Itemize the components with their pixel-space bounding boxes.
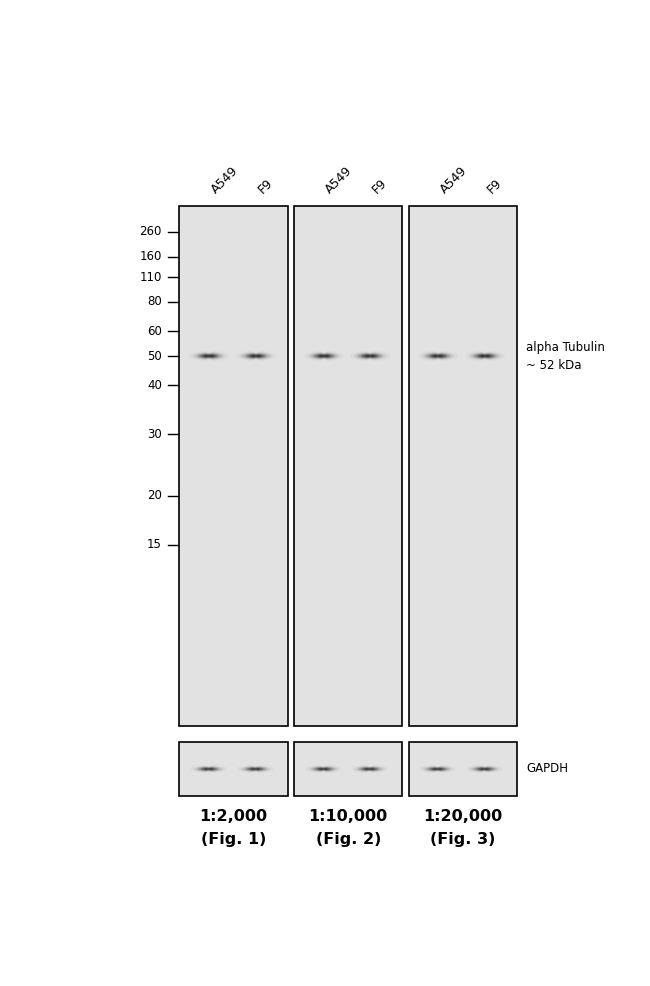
Text: 160: 160 <box>140 250 162 263</box>
Text: A549: A549 <box>209 165 240 196</box>
Text: 15: 15 <box>147 538 162 551</box>
Bar <box>294 742 402 796</box>
Text: 80: 80 <box>147 296 162 309</box>
Text: 60: 60 <box>147 325 162 338</box>
Text: GAPDH: GAPDH <box>526 762 568 775</box>
Text: alpha Tubulin
~ 52 kDa: alpha Tubulin ~ 52 kDa <box>526 341 605 372</box>
Bar <box>179 742 288 796</box>
Bar <box>294 206 402 726</box>
Text: (Fig. 3): (Fig. 3) <box>430 832 495 847</box>
Text: F9: F9 <box>484 176 504 196</box>
Text: (Fig. 2): (Fig. 2) <box>315 832 381 847</box>
Text: 260: 260 <box>140 225 162 239</box>
Text: 30: 30 <box>147 428 162 441</box>
Text: A549: A549 <box>438 165 470 196</box>
Text: F9: F9 <box>370 176 390 196</box>
Text: 1:20,000: 1:20,000 <box>423 810 502 824</box>
Bar <box>179 206 288 726</box>
Text: 20: 20 <box>147 489 162 502</box>
Bar <box>408 206 517 726</box>
Bar <box>408 742 517 796</box>
Text: 40: 40 <box>147 379 162 391</box>
Text: (Fig. 1): (Fig. 1) <box>201 832 266 847</box>
Text: F9: F9 <box>255 176 275 196</box>
Text: 110: 110 <box>140 271 162 284</box>
Text: 1:10,000: 1:10,000 <box>309 810 388 824</box>
Text: 50: 50 <box>147 350 162 363</box>
Text: 1:2,000: 1:2,000 <box>200 810 268 824</box>
Text: A549: A549 <box>323 165 356 196</box>
